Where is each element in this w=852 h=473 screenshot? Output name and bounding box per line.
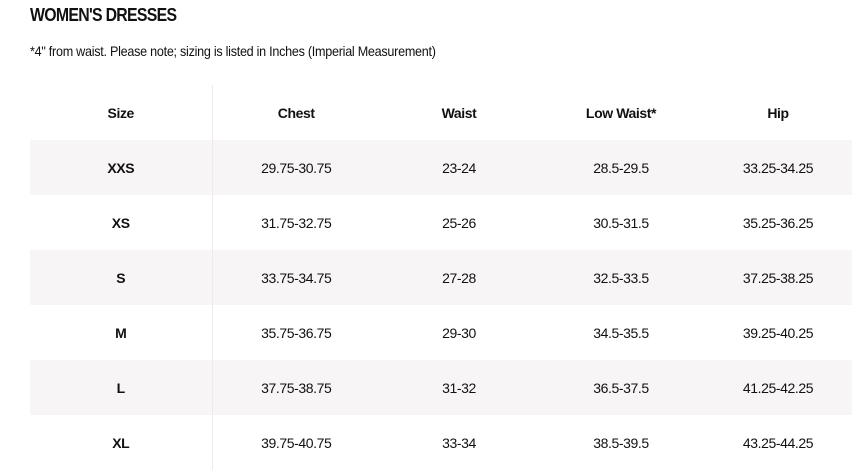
measurement-cell: 29-30 xyxy=(442,324,476,341)
measurement-cell: 41.25-42.25 xyxy=(704,360,852,415)
table-row: M 35.75-36.75 29-30 34.5-35.5 39.25-40.25 xyxy=(30,305,852,360)
table-row: L 37.75-38.75 31-32 36.5-37.5 41.25-42.25 xyxy=(30,360,852,415)
title: WOMEN'S DRESSES xyxy=(30,5,177,25)
measurement-cell: 27-28 xyxy=(380,250,538,305)
table-row: XL 39.75-40.75 33-34 38.5-39.5 43.25-44.25 xyxy=(30,415,852,470)
measurement-cell: 33-34 xyxy=(442,434,476,451)
measurement-cell: 32.5-33.5 xyxy=(538,250,704,305)
measurement-cell: 31-32 xyxy=(380,360,538,415)
column-header: Hip xyxy=(767,104,789,121)
table-body: XXS 29.75-30.75 23-24 28.5-29.5 33.25-34.25 X… xyxy=(30,140,852,470)
table-row: XXS 29.75-30.75 23-24 28.5-29.5 33.25-34.25 xyxy=(30,140,852,195)
column-header: Waist xyxy=(441,104,477,121)
measurement-cell: 36.5-37.5 xyxy=(538,360,704,415)
size-cell: XL xyxy=(30,415,213,470)
measurement-cell: 31.75-32.75 xyxy=(261,214,332,231)
header-row: Size Chest Waist Low Waist* Hip xyxy=(30,85,852,140)
measurement-cell: 43.25-44.25 xyxy=(742,434,814,451)
column-header: Low Waist* xyxy=(585,104,657,121)
note: *4" from waist. Please note; sizing is l… xyxy=(30,43,436,59)
measurement-cell: 33.75-34.75 xyxy=(212,250,380,305)
size-cell: XXS xyxy=(30,140,213,195)
size-cell: L xyxy=(30,360,213,415)
measurement-cell: 33.25-34.25 xyxy=(704,140,852,195)
measurement-cell: 37.75-38.75 xyxy=(212,360,380,415)
measurement-cell: 35.25-36.25 xyxy=(742,214,814,231)
measurement-cell: 28.5-29.5 xyxy=(538,140,704,195)
measurement-cell: 25-26 xyxy=(442,214,476,231)
measurement-cell: 29.75-30.75 xyxy=(212,140,380,195)
measurement-cell: 23-24 xyxy=(380,140,538,195)
table-row: XS 31.75-32.75 25-26 30.5-31.5 35.25-36.25 xyxy=(30,195,852,250)
measurement-cell: 38.5-39.5 xyxy=(593,434,649,451)
measurement-cell: 39.25-40.25 xyxy=(742,324,814,341)
size-cell: M xyxy=(30,305,213,360)
size-table: Size Chest Waist Low Waist* Hip XXS 29.75-30.… xyxy=(30,85,852,470)
measurement-cell: 39.75-40.75 xyxy=(261,434,332,451)
size-cell: S xyxy=(30,250,213,305)
measurement-cell: 37.25-38.25 xyxy=(704,250,852,305)
column-header: Chest xyxy=(277,104,315,121)
column-header: Size xyxy=(30,85,213,140)
measurement-cell: 35.75-36.75 xyxy=(261,324,332,341)
measurement-cell: 30.5-31.5 xyxy=(593,214,649,231)
size-cell: XS xyxy=(30,195,213,250)
table-row: S 33.75-34.75 27-28 32.5-33.5 37.25-38.25 xyxy=(30,250,852,305)
measurement-cell: 34.5-35.5 xyxy=(593,324,649,341)
